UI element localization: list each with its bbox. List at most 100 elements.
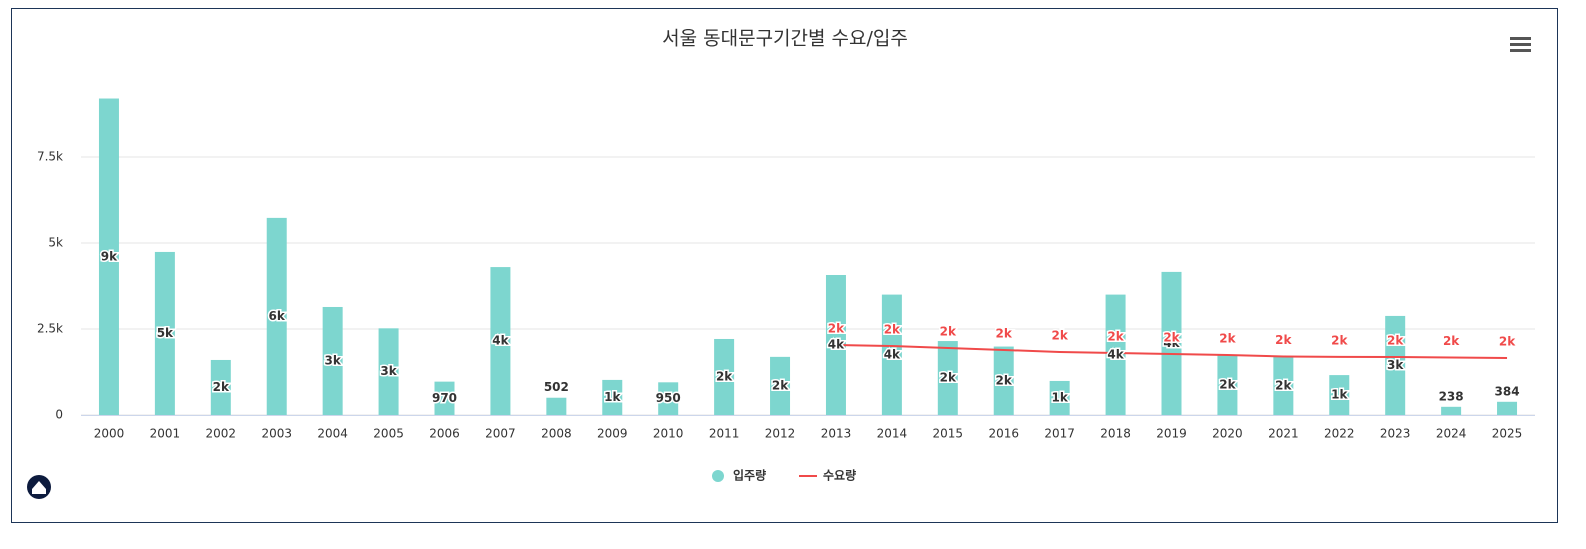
x-tick-label: 2005: [373, 427, 404, 441]
x-tick-label: 2009: [597, 427, 628, 441]
bar-value-label: 6k: [269, 309, 286, 323]
x-tick-label: 2015: [933, 427, 964, 441]
bar: [937, 341, 958, 415]
x-tick-label: 2003: [261, 427, 292, 441]
line-value-label: 2k: [1331, 333, 1348, 347]
bar-value-label: 502: [544, 380, 569, 394]
bar: [98, 98, 119, 416]
line-value-label: 2k: [1387, 334, 1404, 348]
legend-swatch: [712, 470, 724, 482]
x-tick-label: 2022: [1324, 427, 1355, 441]
bar: [1105, 294, 1126, 415]
bar: [434, 381, 455, 415]
bar: [1385, 315, 1406, 415]
bar-value-label: 3k: [324, 353, 341, 367]
bar-value-label: 2k: [1275, 378, 1292, 392]
x-tick-label: 2011: [709, 427, 740, 441]
line-value-label: 2k: [1051, 329, 1068, 343]
bar: [658, 382, 679, 415]
y-tick-label: 7.5k: [37, 150, 63, 164]
bar-value-label: 3k: [380, 364, 397, 378]
bar-value-label: 4k: [1163, 336, 1180, 350]
bar-value-label: 950: [656, 391, 681, 405]
bar: [602, 379, 623, 415]
bar-value-label: 2k: [772, 378, 789, 392]
bar-value-label: 4k: [1107, 347, 1124, 361]
legend-label: 수요량: [823, 469, 856, 483]
bar-value-label: 3k: [1387, 358, 1404, 372]
menu-bar[interactable]: [1510, 49, 1531, 52]
bar: [1273, 356, 1294, 415]
bar-value-label: 9k: [101, 249, 118, 263]
y-tick-label: 2.5k: [37, 322, 63, 336]
bar: [154, 251, 175, 415]
bar-value-label: 384: [1495, 384, 1520, 398]
x-tick-label: 2008: [541, 427, 572, 441]
line-value-label: 2k: [940, 324, 957, 338]
x-tick-label: 2021: [1268, 427, 1299, 441]
chart-title: 서울 동대문구기간별 수요/입주: [662, 28, 908, 50]
x-tick-label: 2000: [94, 427, 125, 441]
x-tick-label: 2014: [877, 427, 908, 441]
bar-value-label: 1k: [1331, 388, 1348, 402]
bar: [546, 397, 567, 415]
x-tick-label: 2017: [1044, 427, 1075, 441]
menu-bar[interactable]: [1510, 37, 1531, 40]
menu-icon[interactable]: [1510, 37, 1531, 52]
bar: [1161, 271, 1182, 415]
bar-value-label: 2k: [940, 371, 957, 385]
bar: [770, 356, 791, 415]
bar: [322, 306, 343, 415]
x-tick-label: 2007: [485, 427, 516, 441]
line: [835, 343, 1508, 359]
logo-house[interactable]: [32, 481, 46, 494]
line-value-label: 2k: [1499, 334, 1516, 348]
bar-value-label: 4k: [884, 347, 901, 361]
x-tick-label: 2025: [1492, 427, 1523, 441]
x-tick-label: 2018: [1100, 427, 1131, 441]
x-tick-label: 2006: [429, 427, 460, 441]
bar: [714, 338, 735, 415]
x-tick-label: 2016: [988, 427, 1019, 441]
bar-value-label: 970: [432, 391, 457, 405]
y-tick-label: 5k: [48, 236, 63, 250]
line-value-label: 2k: [828, 321, 845, 335]
x-tick-label: 2019: [1156, 427, 1187, 441]
x-tick-label: 2012: [765, 427, 796, 441]
line-value-label: 2k: [1219, 332, 1236, 346]
x-tick-label: 2002: [206, 427, 237, 441]
bar-value-label: 5k: [157, 326, 174, 340]
bar: [1329, 375, 1350, 415]
x-tick-label: 2013: [821, 427, 852, 441]
line-value-label: 2k: [1107, 330, 1124, 344]
bar: [210, 359, 231, 415]
bar-value-label: 2k: [213, 380, 230, 394]
line-value-label: 2k: [1275, 333, 1292, 347]
logo[interactable]: [27, 475, 51, 499]
x-tick-label: 2001: [150, 427, 181, 441]
x-tick-label: 2004: [317, 427, 348, 441]
bar-value-label: 4k: [492, 334, 509, 348]
bar: [378, 328, 399, 415]
frame: [11, 8, 1558, 523]
bar-value-label: 2k: [996, 373, 1013, 387]
bar: [993, 346, 1014, 415]
bar: [1441, 406, 1462, 415]
line-value-label: 2k: [996, 326, 1013, 340]
bar-value-label: 1k: [604, 390, 621, 404]
bar-value-label: 2k: [716, 369, 733, 383]
bar: [1217, 355, 1238, 415]
bar-value-label: 1k: [1051, 390, 1068, 404]
x-tick-label: 2020: [1212, 427, 1243, 441]
x-tick-label: 2024: [1436, 427, 1467, 441]
bar: [490, 267, 511, 415]
bar-value-label: 2k: [1219, 378, 1236, 392]
x-tick-label: 2023: [1380, 427, 1411, 441]
bar-value-label: 4k: [828, 337, 845, 351]
bar: [1049, 380, 1070, 415]
bar-value-label: 238: [1439, 389, 1464, 403]
legend-label: 입주량: [733, 469, 766, 483]
menu-bar[interactable]: [1510, 43, 1531, 46]
x-tick-label: 2010: [653, 427, 684, 441]
